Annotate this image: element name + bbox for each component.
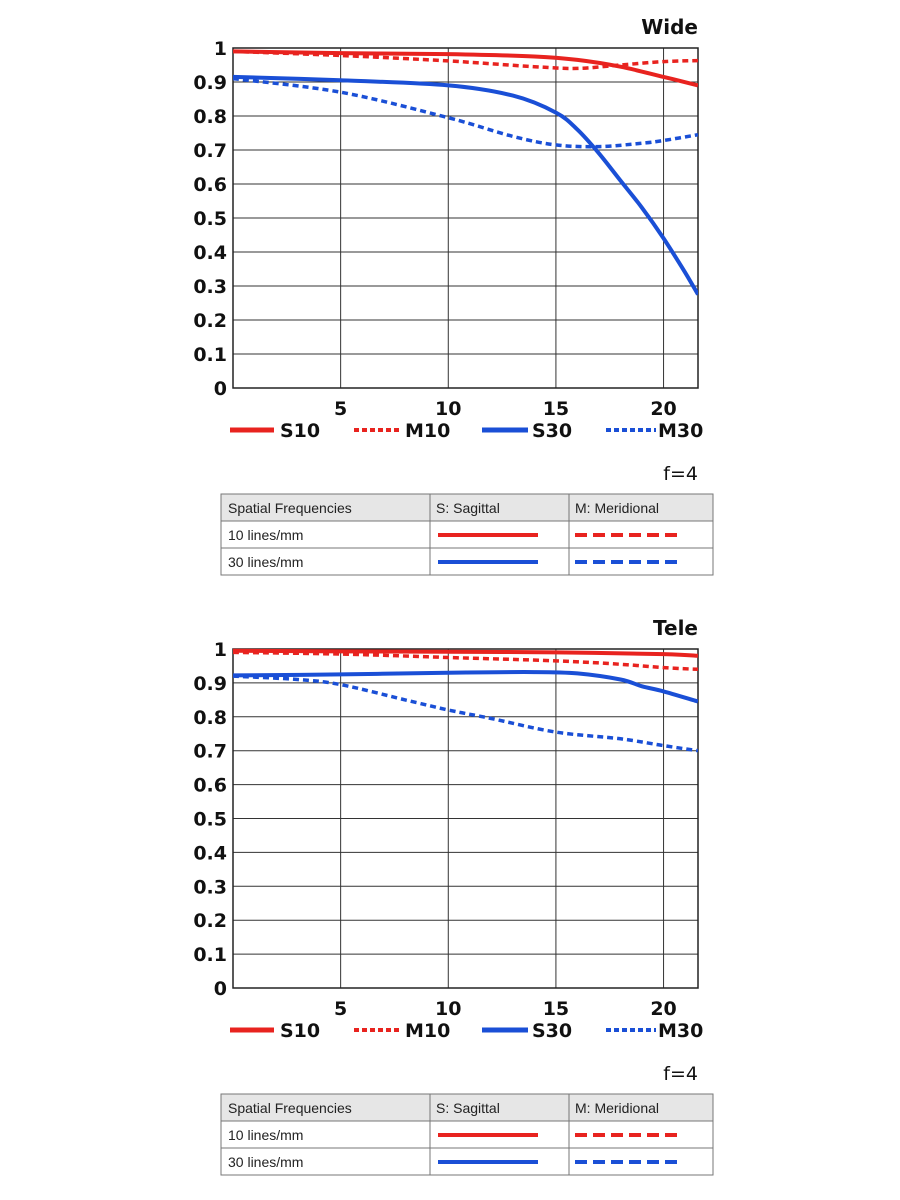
- legend-label-s30: S30: [532, 1020, 572, 1042]
- y-tick-label: 0.3: [193, 276, 227, 298]
- legend-table: Spatial Frequencies S: Sagittal M: Meridio…: [220, 493, 714, 576]
- y-tick-label: 0.1: [193, 944, 227, 966]
- legend-label-m10: M10: [405, 1020, 450, 1042]
- series-line-s10: [233, 49, 698, 88]
- legend-label-s10: S10: [280, 1020, 320, 1042]
- y-tick-label: 0.4: [193, 242, 227, 264]
- y-tick-label: 0.9: [193, 673, 227, 695]
- legend-label-m30: M30: [658, 1020, 703, 1042]
- x-tick-label: 15: [543, 998, 569, 1020]
- y-tick-label: 0.9: [193, 72, 227, 94]
- y-tick-label: 1: [214, 38, 227, 60]
- y-tick-label: 0.8: [193, 106, 227, 128]
- table-row-label: 30 lines/mm: [228, 1154, 303, 1170]
- y-tick-label: 0.6: [193, 174, 227, 196]
- y-tick-label: 0.5: [193, 208, 227, 230]
- legend-label-m30: M30: [658, 420, 703, 442]
- table-header-bg: [221, 1094, 713, 1121]
- series-line-m30: [233, 674, 698, 753]
- chart-title: Tele: [653, 616, 698, 640]
- table-header-cell: M: Meridional: [575, 500, 659, 516]
- plot-frame: [232, 648, 699, 989]
- table-row-label: 30 lines/mm: [228, 554, 303, 570]
- x-tick-label: 5: [334, 998, 347, 1020]
- series-line-m30: [233, 76, 698, 149]
- y-tick-label: 0.8: [193, 707, 227, 729]
- y-tick-label: 1: [214, 639, 227, 661]
- x-tick-label: 15: [543, 398, 569, 420]
- table-border: [220, 493, 714, 576]
- table-header-cell: M: Meridional: [575, 1100, 659, 1116]
- y-tick-label: 0: [214, 378, 227, 400]
- y-tick-label: 0.3: [193, 876, 227, 898]
- x-tick-label: 20: [650, 398, 676, 420]
- table-row-label: 10 lines/mm: [228, 1127, 303, 1143]
- y-tick-label: 0.7: [193, 741, 227, 763]
- x-tick-label: 10: [435, 398, 461, 420]
- y-tick-label: 0.2: [193, 310, 227, 332]
- y-tick-label: 0.5: [193, 809, 227, 831]
- table-border: [220, 1093, 714, 1176]
- series-line-m10: [233, 49, 698, 71]
- f-number-label: f=4: [663, 1063, 698, 1085]
- table-header-bg: [221, 494, 713, 521]
- series-line-m10: [233, 650, 698, 672]
- table-header-cell: S: Sagittal: [436, 1100, 500, 1116]
- x-tick-label: 20: [650, 998, 676, 1020]
- table-header-cell: Spatial Frequencies: [228, 500, 352, 516]
- table-header-cell: S: Sagittal: [436, 500, 500, 516]
- y-tick-label: 0.1: [193, 344, 227, 366]
- y-tick-label: 0.2: [193, 910, 227, 932]
- series-line-s30: [233, 74, 698, 296]
- series-line-s30: [233, 670, 698, 704]
- f-number-label: f=4: [663, 463, 698, 485]
- y-tick-label: 0.6: [193, 775, 227, 797]
- series-line-s10: [233, 648, 698, 658]
- legend-label-s10: S10: [280, 420, 320, 442]
- y-tick-label: 0.7: [193, 140, 227, 162]
- table-row-label: 10 lines/mm: [228, 527, 303, 543]
- chart-title: Wide: [641, 15, 698, 39]
- x-tick-label: 10: [435, 998, 461, 1020]
- table-header-cell: Spatial Frequencies: [228, 1100, 352, 1116]
- plot-frame: [232, 47, 699, 389]
- legend-table: Spatial Frequencies S: Sagittal M: Meridio…: [220, 1093, 714, 1176]
- y-tick-label: 0: [214, 978, 227, 1000]
- legend-label-s30: S30: [532, 420, 572, 442]
- y-tick-label: 0.4: [193, 842, 227, 864]
- legend-label-m10: M10: [405, 420, 450, 442]
- x-tick-label: 5: [334, 398, 347, 420]
